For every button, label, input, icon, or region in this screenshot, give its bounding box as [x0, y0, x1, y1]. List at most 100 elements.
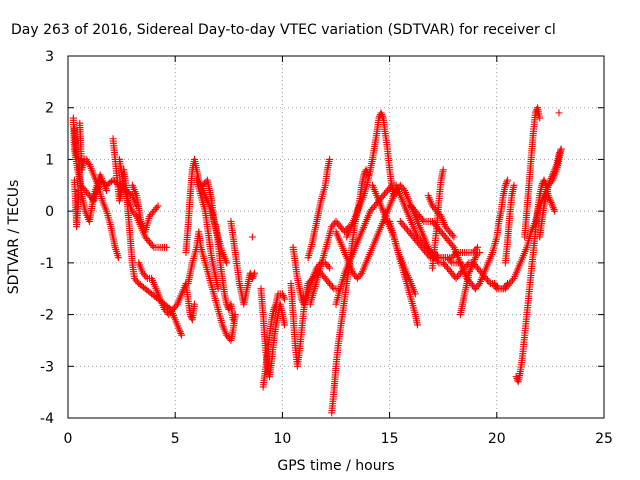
y-tick-label: -2 [40, 308, 54, 324]
data-point [153, 204, 161, 212]
axes-layer [67, 55, 605, 419]
data-point [551, 166, 559, 174]
data-point [163, 243, 171, 251]
data-point [177, 330, 185, 338]
labels-layer: Day 263 of 2016, Sidereal Day-to-day VTE… [6, 22, 613, 474]
data-point [377, 109, 385, 117]
data-point [249, 273, 257, 281]
data-point [546, 195, 554, 203]
y-tick-label: 2 [45, 101, 54, 117]
data-point [133, 278, 141, 286]
data-point [356, 271, 364, 279]
data-point [551, 164, 559, 172]
data-point [190, 300, 198, 308]
data-point [413, 321, 421, 329]
data-point [548, 200, 556, 208]
x-axis-label: GPS time / hours [277, 458, 394, 474]
y-tick-label: -3 [40, 359, 54, 375]
data-point [231, 311, 239, 319]
data-point [551, 207, 559, 215]
x-tick-label: 20 [488, 431, 506, 447]
data-point [545, 180, 553, 188]
data-point [328, 283, 336, 291]
data-point [550, 205, 558, 213]
data-point [178, 331, 186, 339]
data-point [271, 302, 279, 310]
data-point [466, 266, 474, 274]
data-point [469, 261, 477, 269]
data-point [271, 304, 279, 312]
data-point [467, 264, 475, 272]
data-point [390, 192, 398, 200]
data-point [471, 254, 479, 262]
data-point [251, 269, 259, 277]
data-point [378, 111, 386, 119]
data-point [470, 257, 478, 265]
data-points-layer [69, 104, 565, 417]
data-point [547, 174, 555, 182]
data-point [510, 181, 518, 189]
data-point [491, 283, 499, 291]
data-point [176, 328, 184, 336]
data-point [280, 293, 288, 301]
data-point [148, 242, 156, 250]
data-point [547, 199, 555, 207]
y-tick-label: -1 [40, 256, 54, 272]
data-point [485, 278, 493, 286]
data-point [326, 155, 334, 163]
data-point [73, 150, 81, 158]
data-point [471, 255, 479, 263]
data-point [472, 252, 480, 260]
data-point [75, 186, 83, 194]
data-point [556, 147, 564, 155]
y-tick-label: 3 [45, 49, 54, 65]
x-tick-label: 25 [595, 431, 613, 447]
data-point [418, 216, 426, 224]
data-point [248, 274, 256, 282]
data-point [550, 167, 558, 175]
data-point [503, 178, 511, 186]
data-point [281, 321, 289, 329]
data-point [378, 112, 386, 120]
data-point [472, 245, 480, 253]
data-point [175, 326, 183, 334]
data-point [84, 159, 92, 167]
data-point [468, 262, 476, 270]
data-point [476, 249, 484, 257]
data-point [172, 302, 180, 310]
data-point [549, 202, 557, 210]
data-point [270, 305, 278, 313]
data-point [448, 242, 456, 250]
data-point [474, 281, 482, 289]
data-point [278, 290, 286, 298]
data-point [298, 295, 306, 303]
data-point [548, 173, 556, 181]
data-point [555, 150, 563, 158]
data-point [546, 197, 554, 205]
data-point [540, 176, 548, 184]
data-point [549, 204, 557, 212]
data-point [399, 185, 407, 193]
data-point [546, 178, 554, 186]
y-tick-label: 1 [45, 152, 54, 168]
data-point [555, 109, 563, 117]
x-tick-label: 15 [381, 431, 399, 447]
data-point [281, 295, 289, 303]
data-point [326, 264, 334, 272]
chart-title: Day 263 of 2016, Sidereal Day-to-day VTE… [11, 22, 556, 38]
y-tick-label: -4 [40, 411, 54, 427]
data-point [557, 145, 565, 153]
data-point [509, 276, 517, 284]
data-point [279, 292, 287, 300]
data-point [411, 290, 419, 298]
y-tick-label: 0 [45, 204, 54, 220]
data-point [502, 180, 510, 188]
data-point [450, 233, 458, 241]
data-point [223, 259, 231, 267]
data-point [549, 169, 557, 177]
data-point [544, 181, 552, 189]
data-point [425, 252, 433, 260]
data-point [536, 114, 544, 122]
